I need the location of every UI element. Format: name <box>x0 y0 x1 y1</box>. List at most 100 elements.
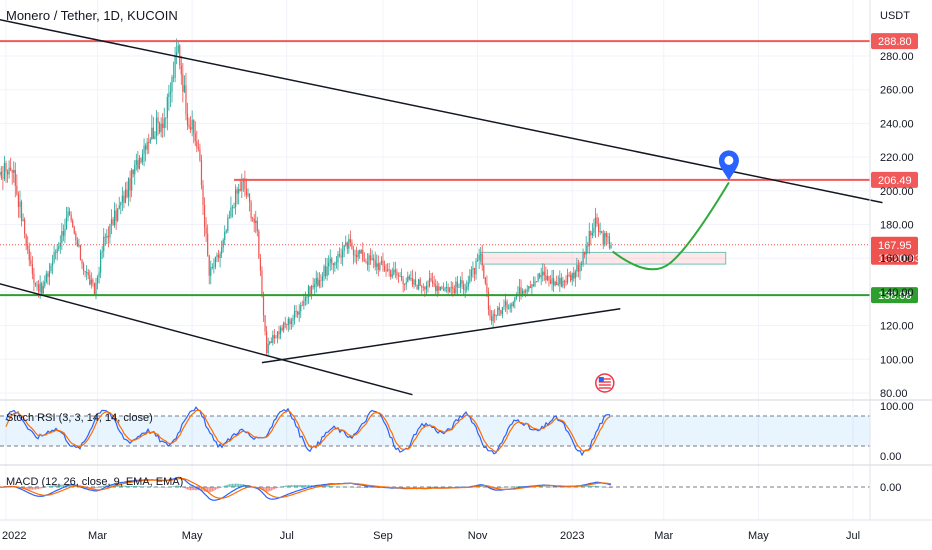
lower-channel-line[interactable] <box>0 278 413 396</box>
macd-histogram-bar <box>610 487 612 488</box>
candle <box>610 244 612 248</box>
macd-histogram-bar <box>297 484 299 487</box>
candle <box>506 301 508 309</box>
candle <box>461 280 463 285</box>
candle <box>340 255 342 258</box>
macd-histogram-bar <box>53 485 55 487</box>
macd-histogram-bar <box>270 487 272 491</box>
candle <box>314 284 316 288</box>
candle <box>433 283 435 285</box>
candle <box>525 290 527 293</box>
macd-histogram-bar <box>51 485 54 487</box>
macd-histogram-bar <box>31 487 33 490</box>
candle <box>411 278 414 285</box>
candle <box>604 233 606 245</box>
candle <box>334 262 336 266</box>
x-tick-label: Nov <box>468 530 488 542</box>
ascending-trendline[interactable] <box>261 308 621 364</box>
us-flag-icon[interactable] <box>595 373 615 393</box>
macd-histogram-bar <box>362 487 364 488</box>
projection-curve[interactable] <box>611 181 730 271</box>
macd-histogram-bar <box>563 487 566 488</box>
candle <box>176 52 178 56</box>
candle <box>278 331 280 335</box>
candle <box>331 258 333 264</box>
x-tick-label: Jul <box>846 530 860 542</box>
candle <box>566 274 569 283</box>
candle <box>320 280 322 281</box>
supply-zone[interactable] <box>480 251 727 265</box>
macd-histogram-bar <box>566 487 569 488</box>
macd-histogram-bar <box>402 487 404 488</box>
price-label-value: 206.49 <box>878 175 912 187</box>
candle <box>363 260 365 262</box>
macd-histogram-bar <box>163 487 165 488</box>
macd-histogram-bar <box>149 486 151 488</box>
candle <box>193 119 195 134</box>
macd-histogram-bar <box>217 487 220 489</box>
macd-histogram-bar <box>239 483 241 487</box>
candle <box>449 287 451 292</box>
candle <box>464 289 466 291</box>
candle <box>196 141 198 148</box>
candle <box>323 266 325 277</box>
map-pin-icon[interactable] <box>718 150 739 181</box>
candle <box>70 214 72 221</box>
candle <box>158 123 161 133</box>
candle <box>48 271 51 277</box>
candle <box>205 227 207 234</box>
macd-histogram-bar <box>272 487 274 490</box>
candle <box>104 236 106 238</box>
candle <box>69 211 71 215</box>
macd-histogram-bar <box>340 486 342 488</box>
candle <box>335 262 338 264</box>
macd-histogram-bar <box>169 486 172 488</box>
candle <box>424 287 426 290</box>
candle <box>42 285 44 294</box>
macd-tick-label: 0.00 <box>880 482 901 494</box>
candle <box>500 310 502 315</box>
macd-histogram-bar <box>332 486 334 487</box>
drawings <box>0 16 883 396</box>
candle <box>255 220 257 223</box>
candle <box>259 258 262 271</box>
macd-histogram-bar <box>368 487 370 488</box>
candle <box>368 255 370 265</box>
candle <box>394 269 396 272</box>
candle <box>146 142 148 150</box>
candle <box>95 283 97 295</box>
candle <box>596 217 598 224</box>
descending-trendline[interactable] <box>0 16 883 204</box>
candle <box>11 170 13 173</box>
macd-histogram-bar <box>154 487 156 488</box>
candle <box>62 231 64 236</box>
candle <box>36 284 38 286</box>
candle <box>214 256 217 267</box>
candle <box>445 287 448 289</box>
candle <box>148 142 150 143</box>
macd-histogram-bar <box>179 486 181 487</box>
macd-histogram-bar <box>599 486 601 488</box>
macd-histogram-bar <box>411 487 414 488</box>
macd-histogram-bar <box>518 485 521 487</box>
candle <box>508 308 510 310</box>
macd-histogram-bar <box>331 486 333 487</box>
macd-histogram-bar <box>490 487 493 490</box>
candle <box>521 290 524 296</box>
macd-histogram-bar <box>216 487 218 490</box>
macd-histogram-bar <box>145 486 147 488</box>
macd-histogram-bar <box>508 486 510 488</box>
macd-histogram-bar <box>123 485 125 487</box>
candle <box>10 167 12 171</box>
candle <box>283 322 285 331</box>
macd-histogram-bar <box>548 486 550 488</box>
candle <box>138 158 141 169</box>
candle <box>324 266 327 276</box>
candle <box>408 276 410 280</box>
candle <box>514 297 516 302</box>
candle <box>200 160 203 186</box>
macd-histogram-bar <box>357 487 359 488</box>
macd-histogram-bar <box>449 486 451 488</box>
macd-histogram-bar <box>365 487 367 488</box>
